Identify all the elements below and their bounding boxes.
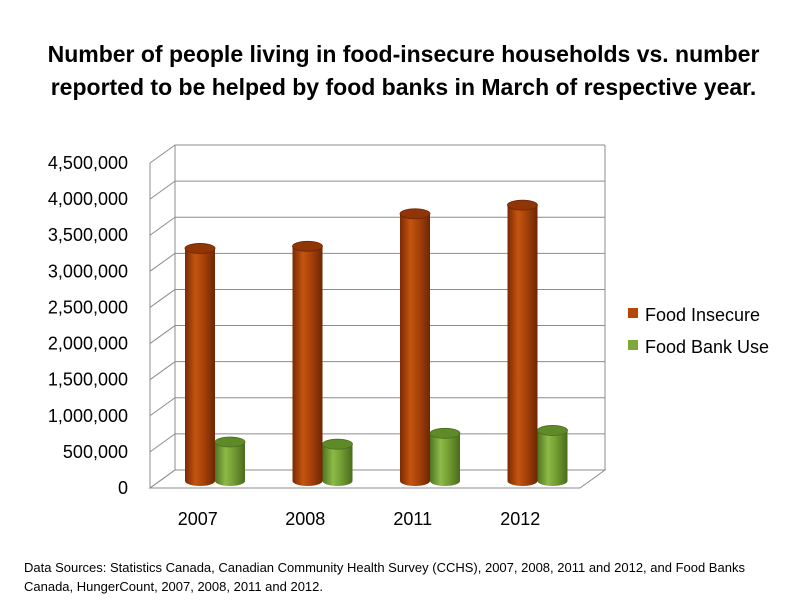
- chart-title: Number of people living in food-insecure…: [0, 38, 807, 104]
- y-tick-label: 1,500,000: [48, 370, 128, 390]
- y-tick-label: 500,000: [63, 442, 128, 462]
- y-tick-label: 0: [118, 478, 128, 498]
- legend-label: Food Insecure: [645, 305, 760, 325]
- legend-entry: Food Insecure: [628, 305, 760, 325]
- bar-food-bank-use: [429, 427, 461, 486]
- source-note: Data Sources: Statistics Canada, Canadia…: [24, 560, 745, 594]
- chart-title-line-1: Number of people living in food-insecure…: [47, 41, 760, 67]
- y-tick-label: 3,500,000: [48, 225, 128, 245]
- y-tick-label: 2,500,000: [48, 297, 128, 317]
- gridline-side: [149, 325, 176, 344]
- x-tick-label: 2008: [285, 509, 325, 529]
- bar-food-insecure: [399, 208, 431, 486]
- gridline-side: [149, 252, 176, 272]
- legend-label: Food Bank Use: [645, 337, 769, 357]
- y-tick-label: 3,000,000: [48, 261, 128, 281]
- legend-entry: Food Bank Use: [628, 337, 769, 357]
- gridline-side: [149, 144, 176, 164]
- bar-food-bank-use: [322, 438, 353, 487]
- gridline-side: [149, 289, 176, 308]
- gridline-side: [149, 180, 176, 200]
- legend: Food Insecure Food Bank Use: [628, 305, 769, 357]
- gridline-side: [149, 433, 176, 453]
- bar-food-insecure: [184, 243, 216, 486]
- chart-title-line-2: reported to be helped by food banks in M…: [50, 74, 757, 100]
- bar-food-insecure: [292, 240, 323, 487]
- x-tick-label: 2007: [178, 509, 218, 529]
- gridline-side: [149, 216, 176, 236]
- y-tick-label: 4,000,000: [48, 189, 128, 209]
- gridline-side: [149, 361, 176, 381]
- y-tick-label: 4,500,000: [48, 153, 128, 173]
- x-tick-label: 2012: [500, 509, 540, 529]
- x-tick-label: 2011: [393, 509, 432, 529]
- bar-food-insecure: [507, 199, 538, 487]
- y-tick-label: 1,000,000: [48, 406, 128, 426]
- gridline-side: [149, 397, 176, 417]
- chart-floor: [148, 469, 607, 489]
- labels-layer: 0 500,000 1,000,000 1,500,000 2,000,000 2,500…: [48, 153, 540, 529]
- legend-swatch: [628, 308, 638, 318]
- legend-swatch: [628, 340, 638, 350]
- bar-food-bank-use: [214, 436, 246, 486]
- bars-layer: [184, 199, 568, 487]
- y-tick-label: 2,000,000: [48, 334, 128, 354]
- bar-food-bank-use: [537, 425, 568, 487]
